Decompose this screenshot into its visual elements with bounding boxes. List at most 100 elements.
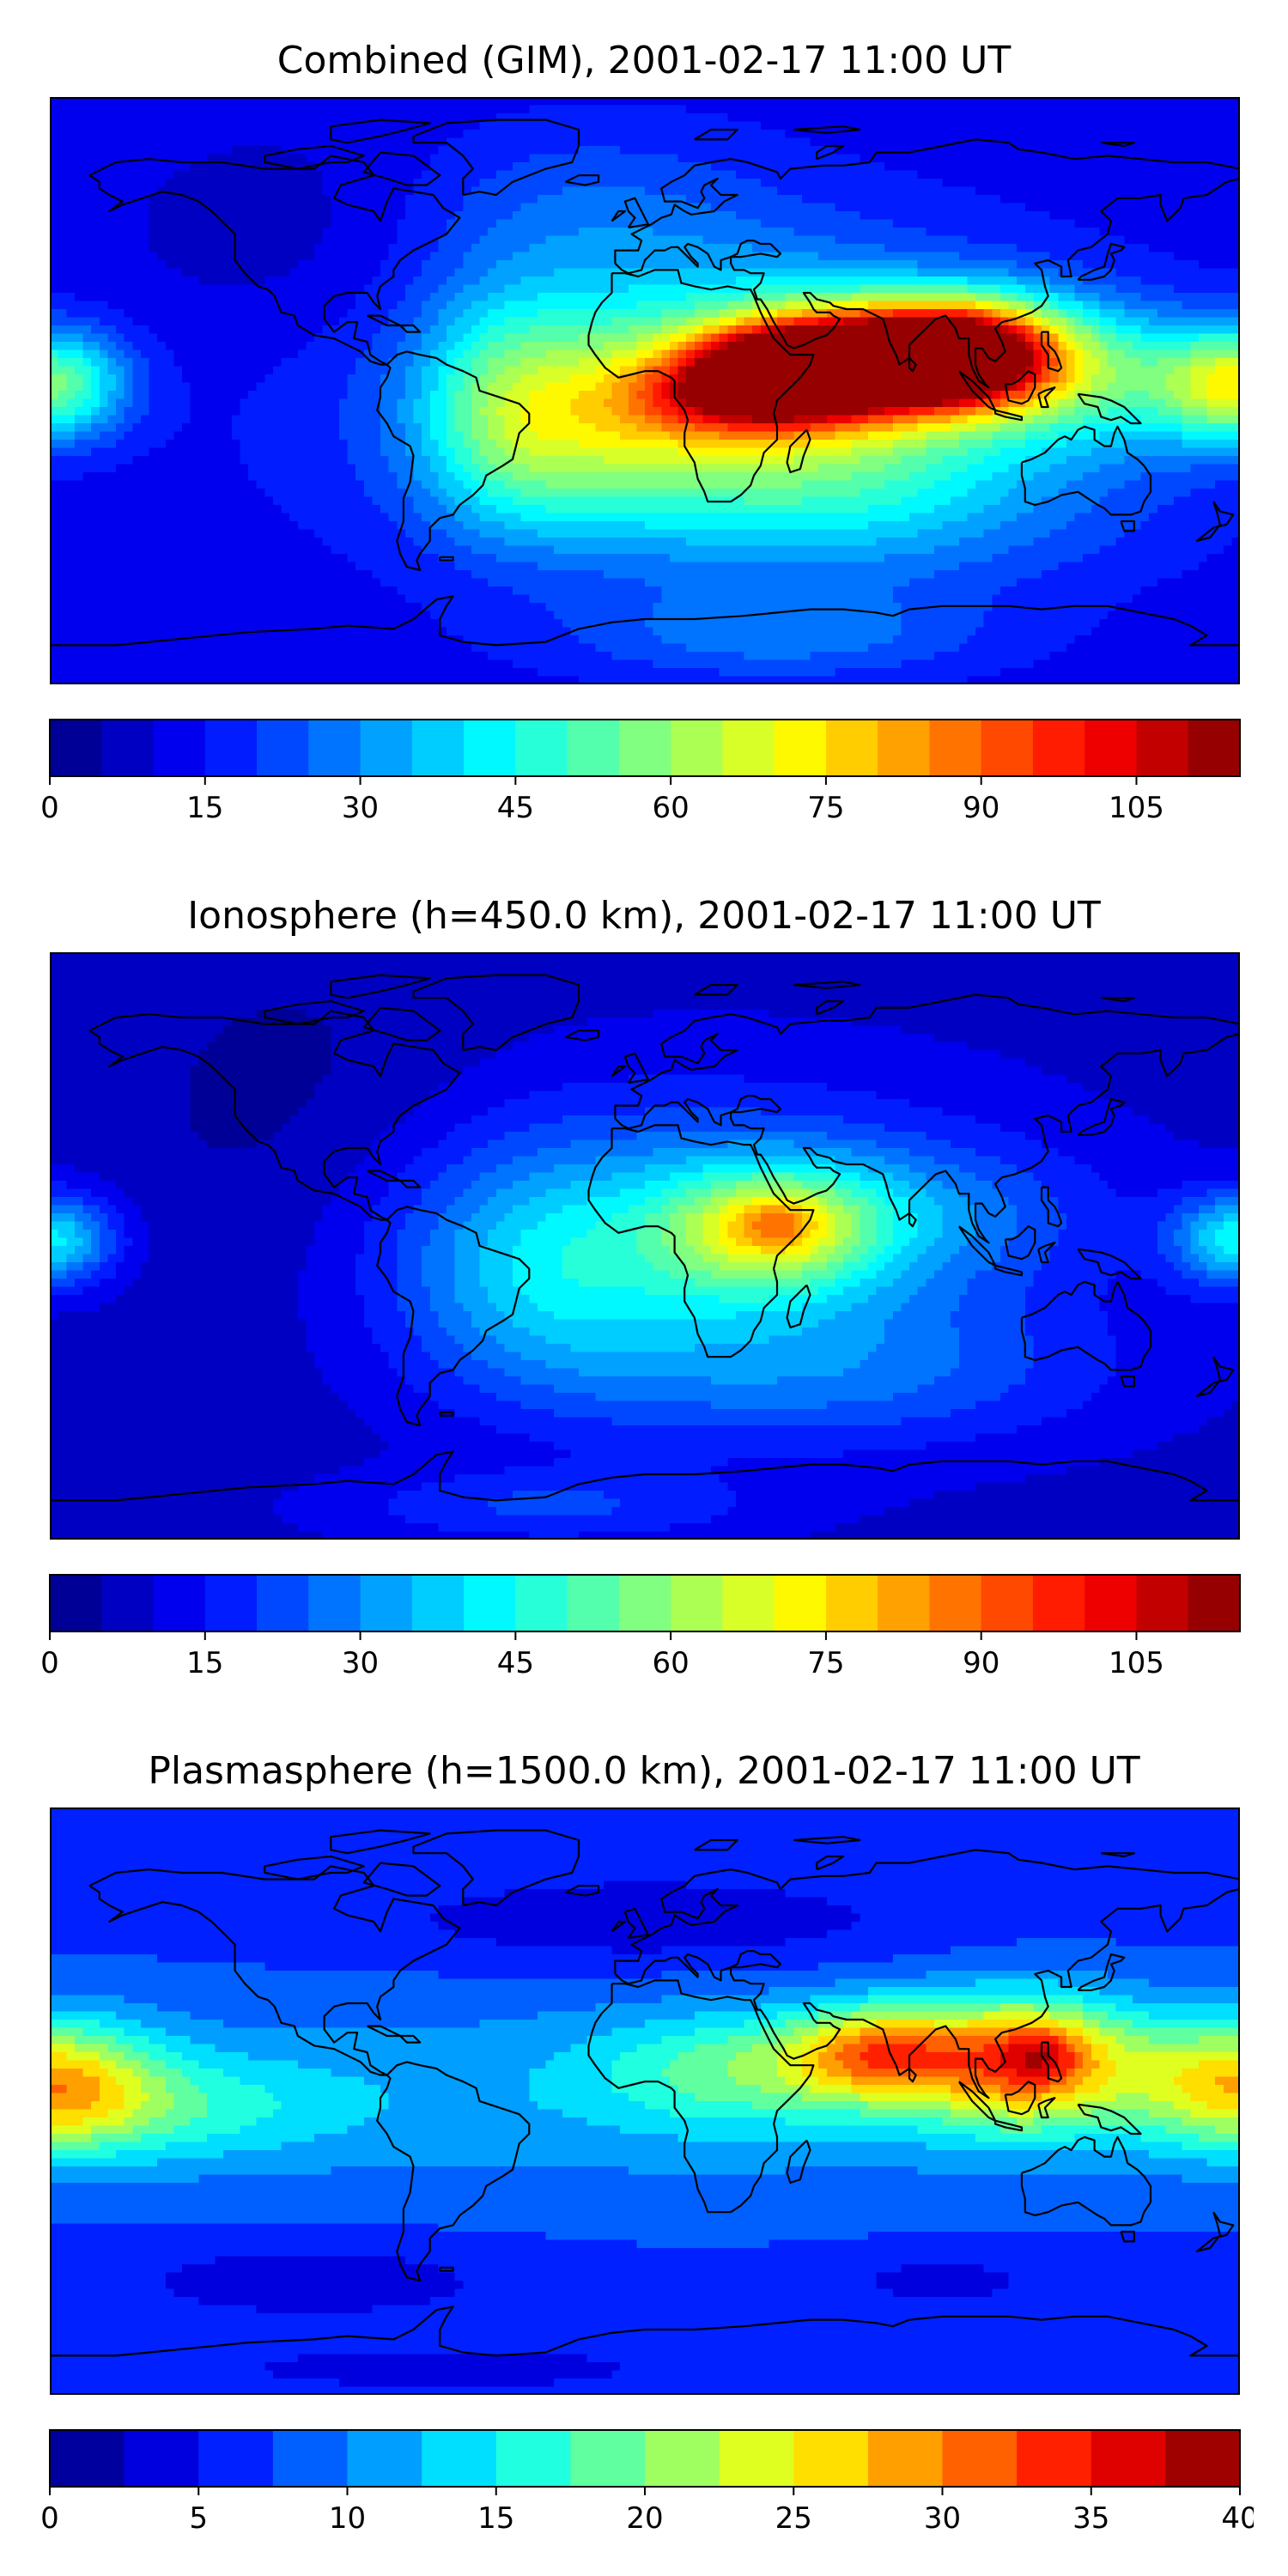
field-cell [297,268,307,277]
field-cell [810,130,819,139]
field-cell [1140,244,1150,253]
field-cell [1042,301,1051,310]
field-cell [338,244,349,253]
field-cell [958,244,968,253]
field-cell [1206,333,1216,343]
field-cell [264,97,274,106]
field-cell [256,179,265,188]
field-cell [661,317,671,326]
field-cell [272,97,283,106]
field-cell [454,293,464,302]
field-cell [388,284,398,294]
field-cell [851,113,860,123]
field-cell [1049,276,1059,286]
field-cell [240,113,249,123]
field-cell [735,146,745,155]
field-cell [933,342,944,351]
field-cell [983,317,993,326]
field-cell [1149,179,1158,188]
field-cell [50,162,59,172]
field-cell [1083,130,1092,139]
field-cell [404,301,415,310]
field-cell [958,203,968,212]
field-cell [463,317,472,326]
field-cell [182,137,191,147]
field-cell [447,366,456,375]
field-cell [1140,325,1150,335]
field-cell [835,260,844,270]
field-cell [1083,97,1092,106]
field-cell [314,333,324,343]
field-cell [74,342,84,351]
field-cell [636,146,646,155]
field-cell [1058,276,1067,286]
field-cell [74,349,84,359]
field-cell [884,105,894,114]
field-cell [50,260,59,270]
field-cell [397,113,406,123]
field-cell [677,154,687,163]
field-cell [1149,97,1158,106]
field-cell [116,268,125,277]
field-cell [1091,268,1100,277]
field-cell [463,358,472,368]
field-cell [248,235,258,245]
field-cell [636,284,646,294]
field-cell [1024,342,1034,351]
field-cell [1231,235,1240,245]
field-cell [1024,235,1034,245]
field-cell [653,325,662,335]
field-cell [876,366,885,375]
field-cell [479,162,489,172]
field-cell [1157,235,1166,245]
field-cell [338,97,349,106]
field-cell [711,219,720,228]
field-cell [363,105,373,114]
field-cell [677,325,687,335]
field-cell [826,252,835,261]
field-cell [967,252,976,261]
field-cell [140,276,150,286]
field-cell [429,260,439,270]
field-cell [777,203,787,212]
field-cell [570,162,580,172]
field-cell [231,349,240,359]
field-cell [479,219,489,228]
field-cell [471,276,481,286]
field-cell [1042,179,1051,188]
field-cell [1157,309,1166,319]
field-cell [933,366,944,375]
field-cell [388,162,398,172]
field-cell [958,301,968,310]
field-cell [1223,170,1232,179]
field-cell [513,349,522,359]
field-cell [636,301,646,310]
field-cell [744,374,753,384]
field-cell [801,268,811,277]
field-cell [256,170,265,179]
field-cell [198,113,208,123]
field-cell [331,228,340,237]
field-cell [686,203,696,212]
field-cell [256,219,265,228]
field-cell [826,366,835,375]
field-cell [190,268,199,277]
field-cell [338,211,349,221]
field-cell [595,203,605,212]
field-cell [388,349,398,359]
field-cell [264,235,274,245]
field-cell [107,366,117,375]
field-cell [867,325,878,335]
field-cell [99,349,108,359]
field-cell [694,195,703,204]
field-cell [306,301,315,310]
field-cell [958,276,968,286]
field-cell [777,244,787,253]
field-cell [967,293,976,302]
field-cell [413,301,422,310]
field-cell [82,186,92,196]
field-cell [1033,97,1042,106]
field-cell [926,325,935,335]
field-cell [256,244,265,253]
field-cell [182,374,191,384]
